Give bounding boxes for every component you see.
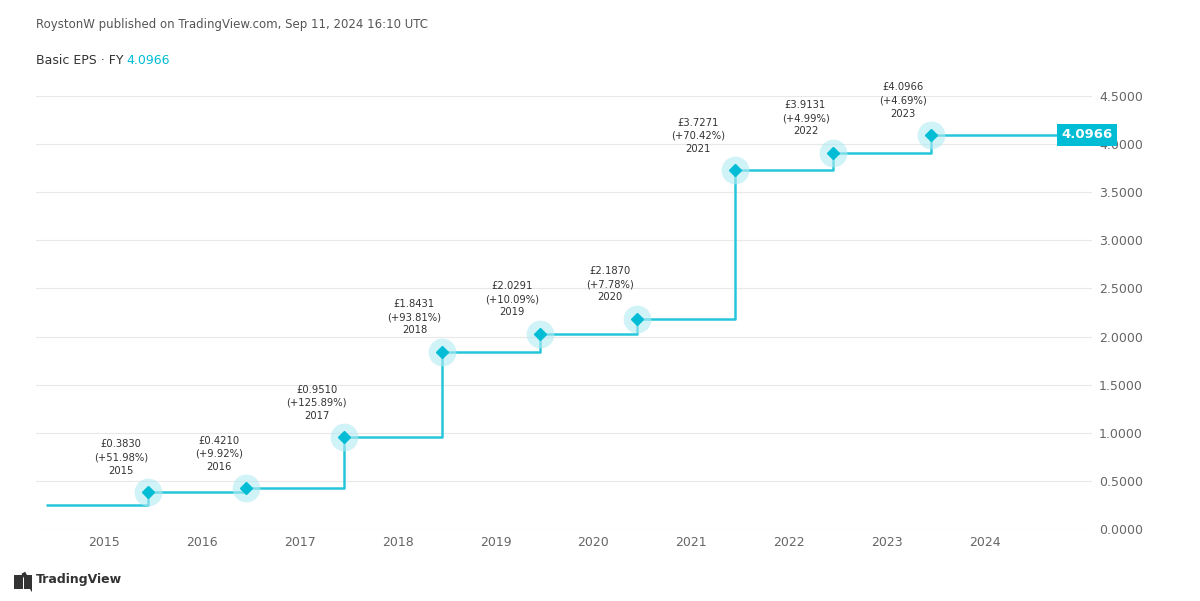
Text: £0.4210
(+9.92%)
2016: £0.4210 (+9.92%) 2016	[194, 436, 242, 472]
Bar	[14, 575, 23, 589]
Text: £2.0291
(+10.09%)
2019: £2.0291 (+10.09%) 2019	[485, 281, 539, 317]
Text: RoystonW published on TradingView.com, Sep 11, 2024 16:10 UTC: RoystonW published on TradingView.com, S…	[36, 18, 428, 31]
Text: 4.0966: 4.0966	[1062, 129, 1112, 141]
Text: £4.0966
(+4.69%)
2023: £4.0966 (+4.69%) 2023	[880, 82, 928, 118]
Text: £3.9131
(+4.99%)
2022: £3.9131 (+4.99%) 2022	[781, 100, 829, 136]
Text: £0.9510
(+125.89%)
2017: £0.9510 (+125.89%) 2017	[287, 385, 347, 421]
Text: £3.7271
(+70.42%)
2021: £3.7271 (+70.42%) 2021	[671, 118, 725, 154]
Text: £2.1870
(+7.78%)
2020: £2.1870 (+7.78%) 2020	[586, 266, 634, 302]
Text: £0.3830
(+51.98%)
2015: £0.3830 (+51.98%) 2015	[94, 439, 148, 476]
Text: £1.8431
(+93.81%)
2018: £1.8431 (+93.81%) 2018	[388, 299, 442, 335]
Text: 4.0966: 4.0966	[126, 54, 169, 67]
Bar	[24, 575, 32, 589]
Text: Basic EPS · FY: Basic EPS · FY	[36, 54, 124, 67]
Text: TradingView: TradingView	[36, 573, 122, 586]
